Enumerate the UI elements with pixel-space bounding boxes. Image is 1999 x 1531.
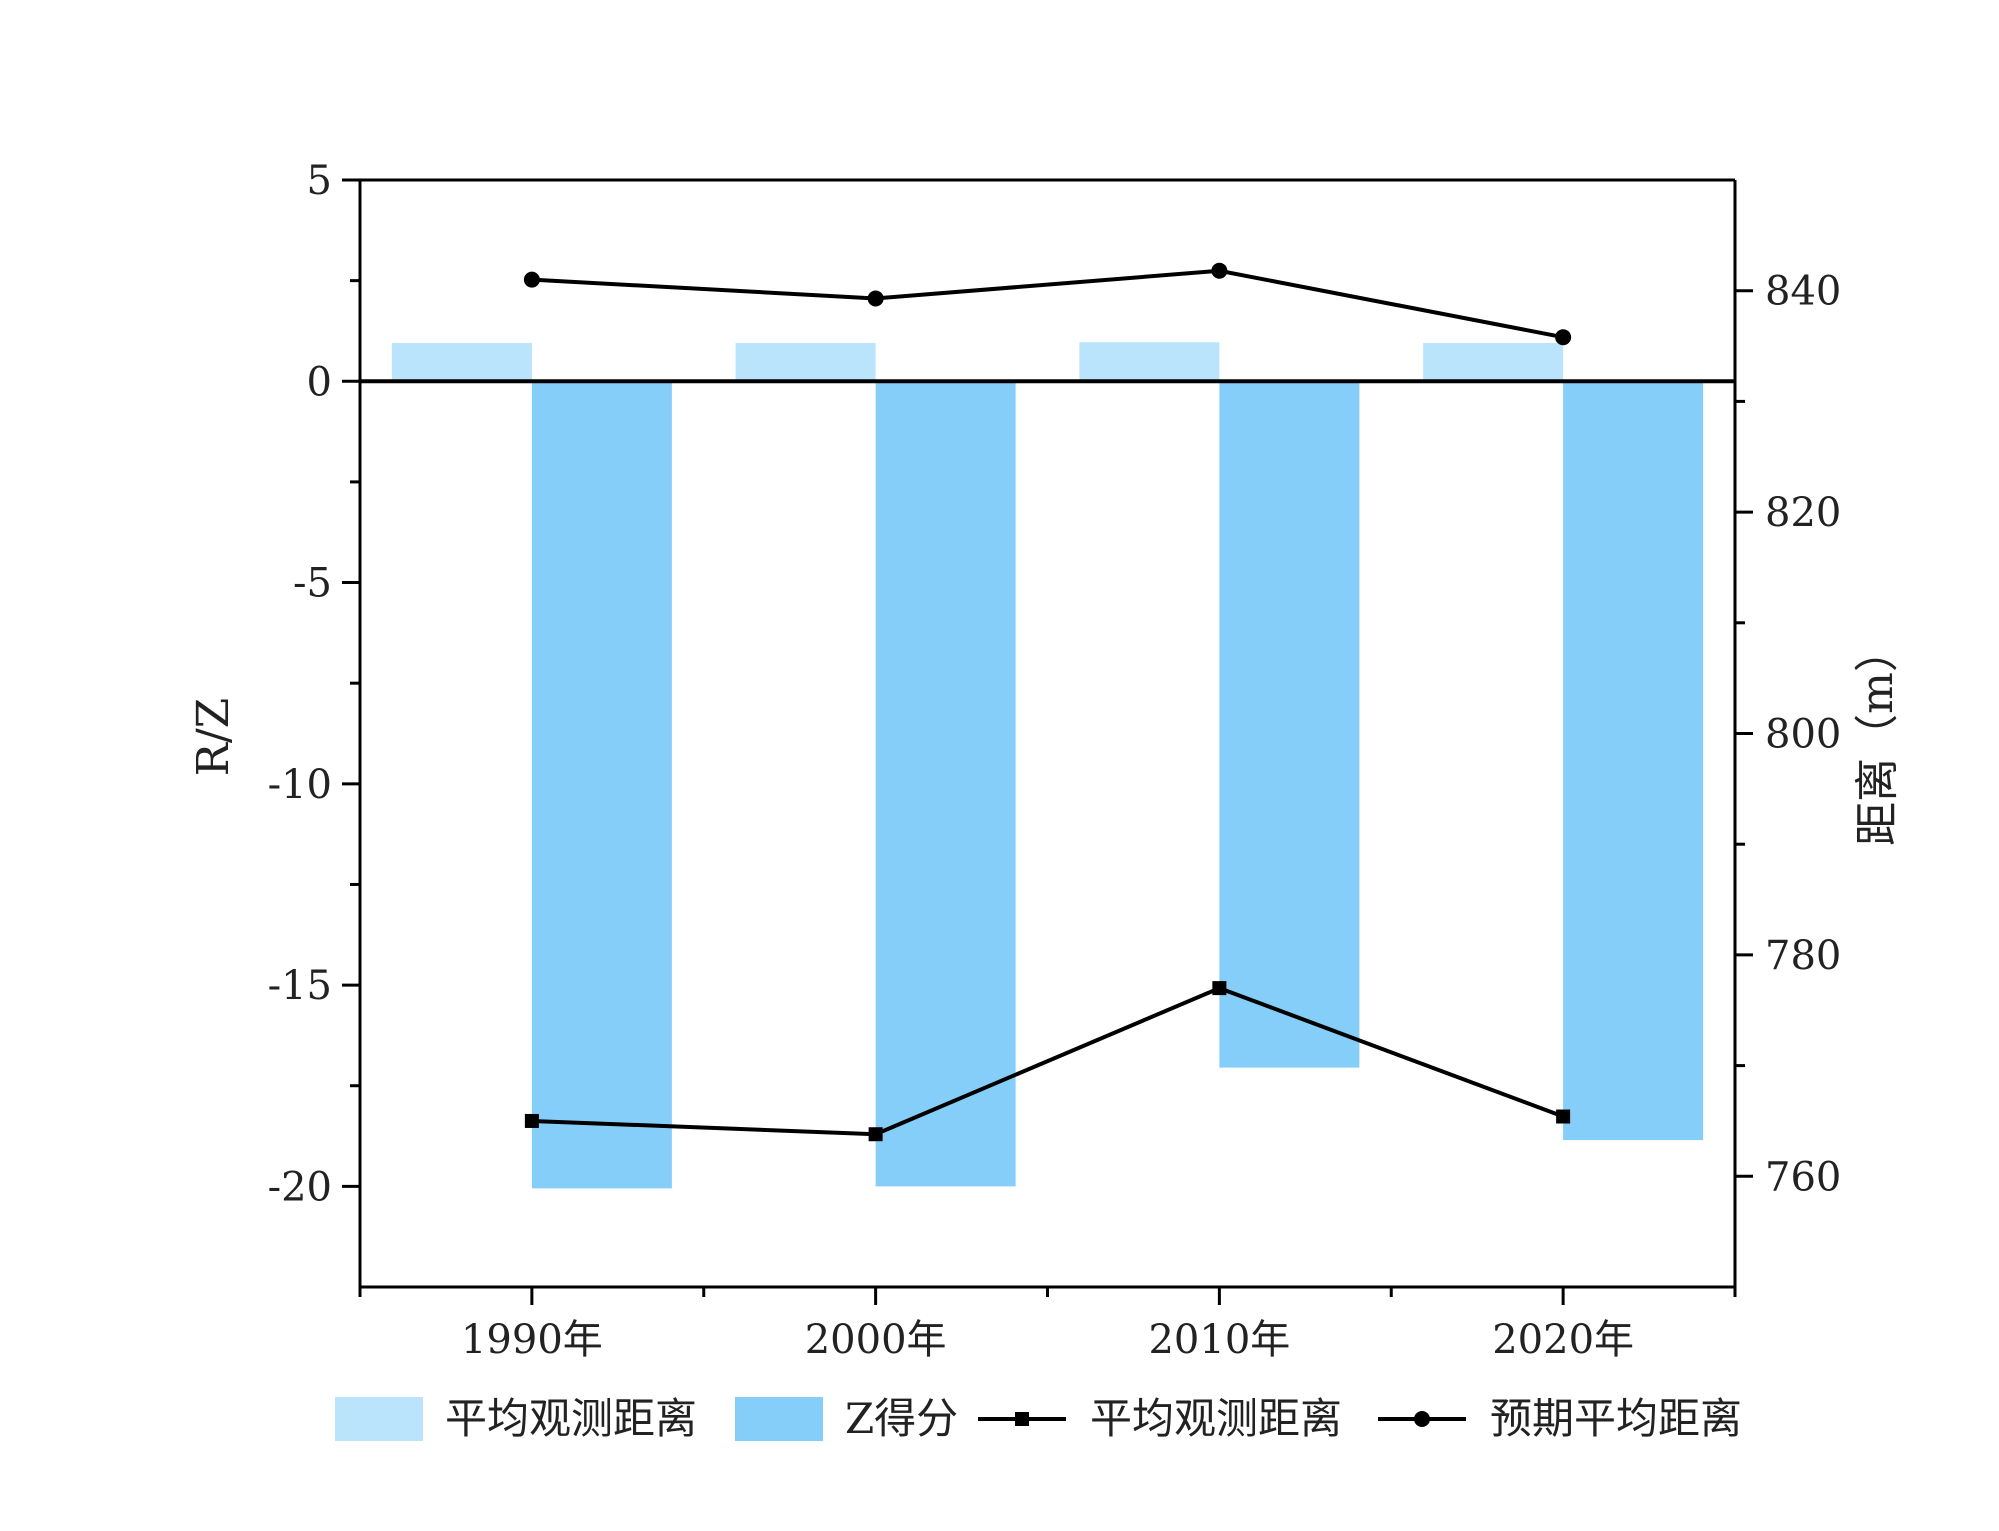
right-tick-label-3: 780 — [1765, 933, 1841, 979]
right-tick-label-1: 820 — [1765, 490, 1841, 536]
left-tick-label-2: -5 — [293, 561, 332, 607]
x-tick-label-2: 2010年 — [1148, 1317, 1290, 1363]
bar-zscore-3 — [1563, 381, 1704, 1141]
legend-label-zscore: Z得分 — [845, 1394, 958, 1443]
left-tick-label-0: 5 — [307, 158, 332, 204]
legend-swatch-observed-bar — [335, 1397, 423, 1441]
legend-swatch-zscore — [735, 1397, 823, 1441]
x-tick-label-3: 2020年 — [1492, 1317, 1634, 1363]
bar-observed-0 — [391, 343, 532, 382]
left-tick-label-4: -15 — [268, 963, 332, 1009]
point-observed-0 — [524, 1113, 539, 1128]
line-expected — [531, 268, 1564, 340]
point-expected-2 — [1211, 262, 1228, 279]
point-expected-1 — [867, 290, 884, 307]
axes-layer — [342, 178, 1753, 1305]
line-observed — [531, 985, 1564, 1137]
point-observed-1 — [868, 1127, 883, 1142]
bar-zscore-0 — [531, 381, 672, 1189]
point-expected-3 — [1555, 329, 1572, 346]
right-tick-label-0: 840 — [1765, 269, 1841, 315]
x-tick-label-1: 2000年 — [805, 1317, 947, 1363]
left-tick-label-5: -20 — [268, 1164, 332, 1210]
left-axis-title: R/Z — [188, 698, 239, 777]
legend-marker-circle — [1414, 1411, 1430, 1427]
lines-layer — [523, 262, 1572, 1142]
point-expected-0 — [523, 271, 540, 288]
bar-zscore-2 — [1219, 381, 1360, 1068]
legend-marker-square — [1015, 1412, 1029, 1426]
left-tick-label-3: -10 — [268, 762, 332, 808]
legend-label-observed-bar: 平均观测距离 — [445, 1394, 697, 1443]
labels-layer: 5 0 -5 -10 -15 -20 840 820 800 780 760 1990年 2000年 20… — [268, 158, 1842, 1363]
bar-observed-1 — [735, 343, 876, 382]
bar-observed-2 — [1079, 342, 1220, 382]
right-tick-label-2: 800 — [1765, 712, 1841, 758]
point-observed-2 — [1212, 981, 1227, 996]
bar-zscore-1 — [875, 381, 1016, 1187]
point-observed-3 — [1556, 1109, 1571, 1124]
right-axis-title: 距离（m） — [1852, 628, 1903, 846]
legend-label-expected-line: 预期平均距离 — [1490, 1394, 1742, 1443]
x-tick-label-0: 1990年 — [461, 1317, 603, 1363]
legend-label-observed-line: 平均观测距离 — [1090, 1394, 1342, 1443]
bar-observed-3 — [1423, 343, 1564, 382]
left-tick-label-1: 0 — [307, 359, 332, 405]
bars-layer — [391, 342, 1704, 1189]
legend: 平均观测距离 Z得分 平均观测距离 预期平均距离 — [335, 1394, 1742, 1443]
right-tick-label-4: 760 — [1765, 1154, 1841, 1200]
